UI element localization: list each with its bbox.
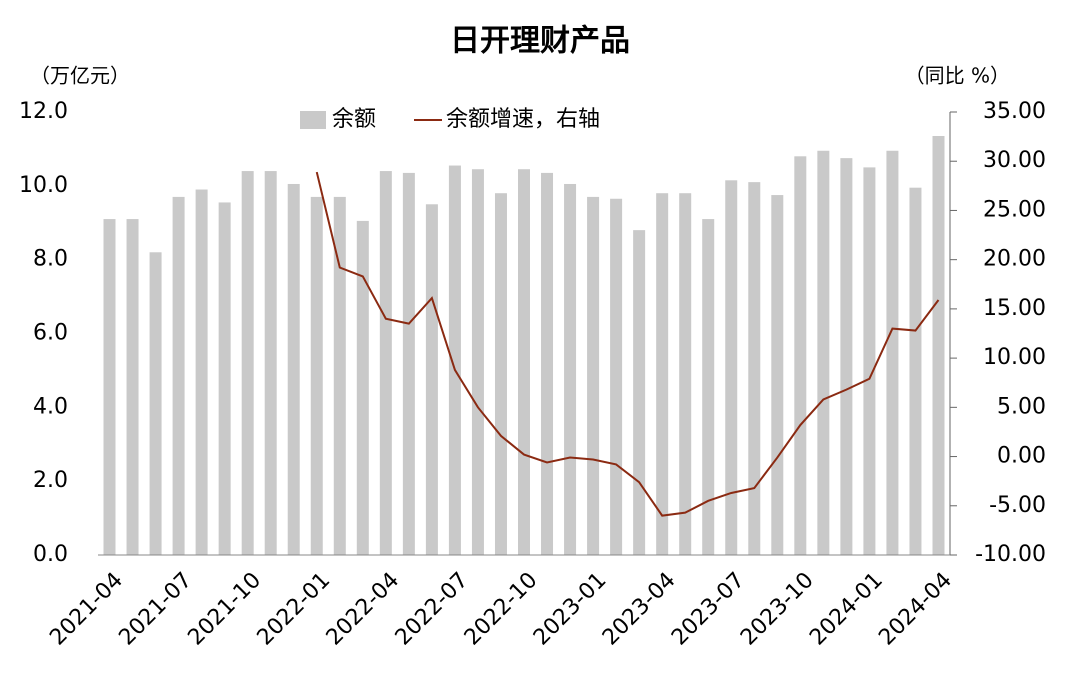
bar xyxy=(448,165,461,555)
y2-tick-label: 25.00 xyxy=(983,197,1046,222)
bar xyxy=(748,182,761,555)
bar xyxy=(587,196,600,556)
y2-tick-label: -5.00 xyxy=(989,493,1046,518)
y2-tick-label: 30.00 xyxy=(983,148,1046,173)
x-tick-label: 2021-10 xyxy=(183,568,266,651)
legend-label: 余额增速，右轴 xyxy=(446,107,600,132)
chart-title: 日开理财产品 xyxy=(450,24,630,59)
x-tick-label: 2023-01 xyxy=(529,568,612,651)
bar xyxy=(863,167,876,555)
x-tick-label: 2022-04 xyxy=(322,568,405,651)
x-tick-label: 2021-04 xyxy=(45,568,128,651)
bar xyxy=(794,156,807,556)
bar xyxy=(771,195,784,555)
line xyxy=(315,171,940,517)
x-tick-label: 2024-04 xyxy=(874,568,957,651)
bar xyxy=(840,158,853,556)
y-tick-label: 8.0 xyxy=(33,247,68,272)
bar xyxy=(518,169,530,556)
y2-tick-label: 20.00 xyxy=(983,247,1046,272)
bar xyxy=(633,230,646,555)
x-tick-label: 2024-01 xyxy=(805,568,888,651)
y2-tick-label: 5.00 xyxy=(997,394,1046,419)
y-tick-label: 0.0 xyxy=(33,542,68,567)
x-tick-label: 2022-01 xyxy=(253,568,336,651)
bar xyxy=(702,219,715,555)
y2-tick-label: 15.00 xyxy=(983,296,1046,321)
bar xyxy=(103,219,116,555)
x-tick-label: 2023-04 xyxy=(598,568,681,651)
bar xyxy=(126,219,139,555)
bar xyxy=(610,198,623,556)
bar xyxy=(149,252,162,556)
bar xyxy=(379,171,392,556)
bar xyxy=(241,171,254,556)
bar xyxy=(310,196,323,556)
bar xyxy=(425,204,438,555)
bar xyxy=(909,187,922,555)
x-tick-label: 2023-10 xyxy=(736,568,819,651)
y-tick-label: 6.0 xyxy=(33,321,68,346)
bar xyxy=(172,196,185,556)
y-axis-title: （万亿元） xyxy=(30,64,130,88)
y2-tick-label: 35.00 xyxy=(983,99,1046,124)
x-tick-label: 2022-10 xyxy=(460,568,543,651)
y2-tick-label: 10.00 xyxy=(983,345,1046,370)
bar xyxy=(287,183,300,556)
bar xyxy=(264,171,277,556)
bar xyxy=(886,150,899,555)
bar xyxy=(218,202,231,555)
bar xyxy=(494,193,507,555)
x-tick-label: 2023-07 xyxy=(667,568,750,651)
y-tick-label: 4.0 xyxy=(33,394,68,419)
bar xyxy=(656,193,669,555)
x-tick-label: 2022-07 xyxy=(391,568,474,651)
bar xyxy=(932,135,945,555)
bar xyxy=(564,183,577,556)
legend-swatch xyxy=(300,111,326,129)
y-tick-label: 12.0 xyxy=(19,99,68,124)
y2-tick-label: -10.00 xyxy=(975,542,1046,567)
y-tick-label: 2.0 xyxy=(33,468,68,493)
y2-tick-label: 0.00 xyxy=(997,444,1046,469)
bar xyxy=(356,220,369,555)
bar xyxy=(333,196,346,556)
bar xyxy=(725,180,738,555)
bar xyxy=(471,169,484,556)
x-tick-label: 2021-07 xyxy=(114,568,197,651)
bar xyxy=(679,193,692,555)
y-tick-label: 10.0 xyxy=(19,173,68,198)
bar xyxy=(541,172,554,555)
legend-label: 余额 xyxy=(332,107,376,132)
bar xyxy=(195,189,208,555)
y2-axis-title: （同比 %） xyxy=(905,64,1010,88)
bar xyxy=(817,150,830,555)
bar xyxy=(402,172,415,555)
